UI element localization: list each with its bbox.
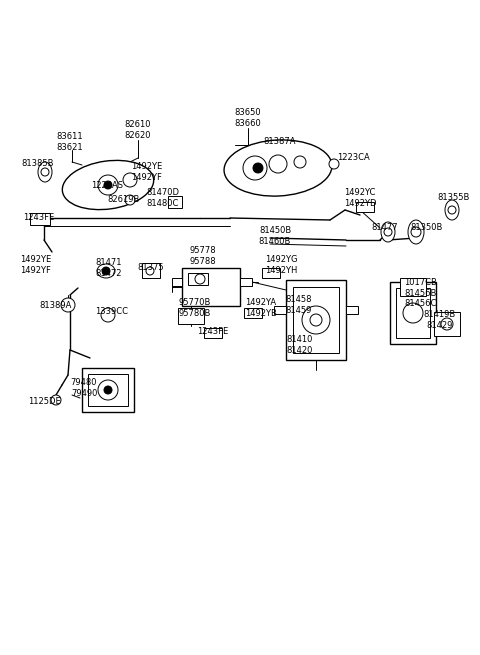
Text: 82619B: 82619B <box>108 195 140 204</box>
Ellipse shape <box>38 162 52 182</box>
Text: 1492YG
1492YH: 1492YG 1492YH <box>265 255 297 274</box>
Circle shape <box>243 156 267 180</box>
Text: 1339CC: 1339CC <box>96 307 129 316</box>
Text: 1017CB
81456B
81456C: 1017CB 81456B 81456C <box>404 278 437 308</box>
Circle shape <box>61 298 75 312</box>
Bar <box>293 287 339 353</box>
Bar <box>396 288 430 338</box>
Bar <box>30 213 50 225</box>
Bar <box>178 308 204 324</box>
Bar <box>168 196 182 208</box>
Text: 81387A: 81387A <box>264 138 296 147</box>
Text: 82610
82620: 82610 82620 <box>125 121 151 140</box>
Text: 81350B: 81350B <box>410 223 443 233</box>
Bar <box>274 306 286 314</box>
Text: 81419B
81429: 81419B 81429 <box>424 310 456 329</box>
Bar <box>346 306 358 314</box>
Text: 81375: 81375 <box>138 263 164 272</box>
Circle shape <box>101 308 115 322</box>
Circle shape <box>302 306 330 334</box>
Bar <box>82 368 134 412</box>
Ellipse shape <box>224 140 332 196</box>
Circle shape <box>123 173 137 187</box>
Ellipse shape <box>381 222 395 242</box>
Circle shape <box>269 155 287 173</box>
Text: 81355B: 81355B <box>437 193 469 202</box>
Text: 1492YA
1492YB: 1492YA 1492YB <box>245 298 277 318</box>
Circle shape <box>384 228 392 236</box>
Text: 1492YC
1492YD: 1492YC 1492YD <box>344 188 376 208</box>
Text: 81410
81420: 81410 81420 <box>287 335 313 355</box>
Circle shape <box>146 267 154 275</box>
Bar <box>172 278 182 286</box>
Circle shape <box>51 395 61 405</box>
Bar <box>356 202 374 212</box>
Circle shape <box>98 380 118 400</box>
Text: 81385B: 81385B <box>22 159 54 168</box>
Text: 1492YE
1492YF: 1492YE 1492YF <box>132 162 163 181</box>
Circle shape <box>125 195 135 205</box>
Circle shape <box>448 206 456 214</box>
Text: 1243FE: 1243FE <box>197 328 228 337</box>
Ellipse shape <box>408 220 424 244</box>
Circle shape <box>253 163 263 173</box>
Text: 1243FE: 1243FE <box>24 214 55 223</box>
Text: 81471
81472: 81471 81472 <box>96 258 122 278</box>
Ellipse shape <box>445 200 459 220</box>
Text: 81450B
81460B: 81450B 81460B <box>259 226 291 246</box>
Circle shape <box>104 181 112 189</box>
Text: 1125DE: 1125DE <box>28 398 60 407</box>
Circle shape <box>403 303 423 323</box>
Text: 1492YE
1492YF: 1492YE 1492YF <box>20 255 52 274</box>
Bar <box>188 273 208 285</box>
Text: 83650
83660: 83650 83660 <box>235 108 262 128</box>
Circle shape <box>411 227 421 237</box>
Circle shape <box>310 314 322 326</box>
Circle shape <box>102 267 110 275</box>
Text: 81470D
81480C: 81470D 81480C <box>146 188 180 208</box>
Text: 81458
81459: 81458 81459 <box>286 295 312 314</box>
Bar <box>142 263 160 278</box>
Bar <box>434 312 460 336</box>
Circle shape <box>195 274 205 284</box>
Bar <box>88 374 128 406</box>
Text: 81389A: 81389A <box>40 301 72 310</box>
Circle shape <box>441 318 453 330</box>
Text: 95778
95788: 95778 95788 <box>190 246 216 266</box>
Bar <box>240 278 252 286</box>
Bar <box>390 282 436 344</box>
Text: 1220AS: 1220AS <box>91 181 123 189</box>
Ellipse shape <box>97 264 115 278</box>
Ellipse shape <box>62 160 154 210</box>
Circle shape <box>294 156 306 168</box>
Bar <box>286 280 346 360</box>
Bar <box>182 268 240 306</box>
Text: 81477: 81477 <box>372 223 398 233</box>
Circle shape <box>329 159 339 169</box>
Text: 95770B
95780B: 95770B 95780B <box>179 298 211 318</box>
Text: 83611
83621: 83611 83621 <box>57 132 84 152</box>
Circle shape <box>41 168 49 176</box>
Text: 1223CA: 1223CA <box>337 153 370 162</box>
Text: 79480
79490: 79480 79490 <box>71 379 97 398</box>
Bar <box>262 268 280 278</box>
Bar <box>400 278 426 296</box>
Bar <box>244 308 262 318</box>
Bar <box>204 328 222 338</box>
Circle shape <box>104 386 112 394</box>
Circle shape <box>98 175 118 195</box>
